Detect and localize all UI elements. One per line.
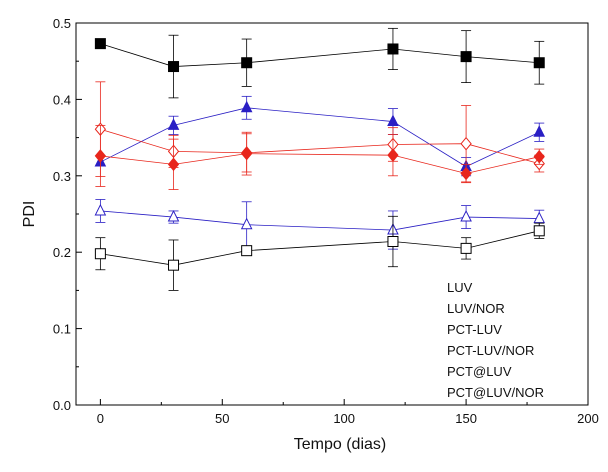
y-tick-label: 0.2 <box>53 245 71 260</box>
data-point <box>241 146 253 161</box>
y-axis-title: PDI <box>21 201 38 228</box>
data-point <box>533 211 546 224</box>
data-point <box>167 157 180 172</box>
plot-area <box>75 22 589 406</box>
series-line <box>100 230 540 266</box>
legend-label: PCT-LUV <box>447 322 502 337</box>
legend-label: PCT@LUV/NOR <box>447 385 544 400</box>
legend: LUV LUV/NOR PCT-LUV PCT-LUV/NOR PCT@LUV PCT@L… <box>447 280 544 400</box>
x-axis-title: Tempo (dias) <box>294 436 386 453</box>
data-point <box>168 61 180 73</box>
series-6 <box>94 215 545 291</box>
data-point <box>241 245 253 257</box>
data-point <box>387 43 399 55</box>
data-point <box>240 100 253 113</box>
data-point <box>241 57 253 69</box>
data-point <box>387 148 399 162</box>
y-tick-label: 0.0 <box>53 398 71 413</box>
data-point <box>460 209 472 222</box>
series-1 <box>94 27 545 99</box>
data-point <box>460 166 472 181</box>
data-point <box>94 203 107 216</box>
y-tick-label: 0.5 <box>53 16 71 31</box>
y-tick-label: 0.3 <box>53 169 71 184</box>
x-tick-label: 150 <box>455 411 477 426</box>
data-point <box>533 225 545 237</box>
data-point <box>94 38 106 50</box>
series-5 <box>94 199 546 250</box>
data-point <box>460 242 472 254</box>
data-point <box>533 57 545 69</box>
x-tick-label: 200 <box>577 411 599 426</box>
legend-label: LUV <box>447 280 473 295</box>
data-point <box>387 236 399 248</box>
data-point <box>533 149 545 164</box>
data-point <box>240 217 253 230</box>
series-4 <box>94 124 545 190</box>
y-tick-label: 0.4 <box>53 92 71 107</box>
data-point <box>533 125 546 137</box>
legend-label: PCT@LUV <box>447 364 512 379</box>
legend-label: LUV/NOR <box>447 301 505 316</box>
axis-ticks: 0 50 100 150 200 0.0 0.1 0.2 0.3 0.4 0.5 <box>53 16 599 426</box>
data-point <box>460 136 472 151</box>
series-line <box>100 128 540 164</box>
x-tick-label: 50 <box>215 411 229 426</box>
series-line <box>100 210 540 231</box>
series-line <box>100 153 540 174</box>
y-tick-label: 0.1 <box>53 322 71 337</box>
data-point <box>387 114 399 127</box>
data-point <box>167 118 180 130</box>
data-point <box>94 149 107 163</box>
series-layer <box>94 27 546 291</box>
data-point <box>94 248 106 260</box>
x-tick-label: 0 <box>97 411 104 426</box>
data-point <box>168 259 180 271</box>
data-point <box>460 51 472 63</box>
x-tick-label: 100 <box>333 411 355 426</box>
legend-label: PCT-LUV/NOR <box>447 343 534 358</box>
series-line <box>100 107 540 168</box>
series-line <box>100 43 540 67</box>
data-point <box>167 209 180 222</box>
